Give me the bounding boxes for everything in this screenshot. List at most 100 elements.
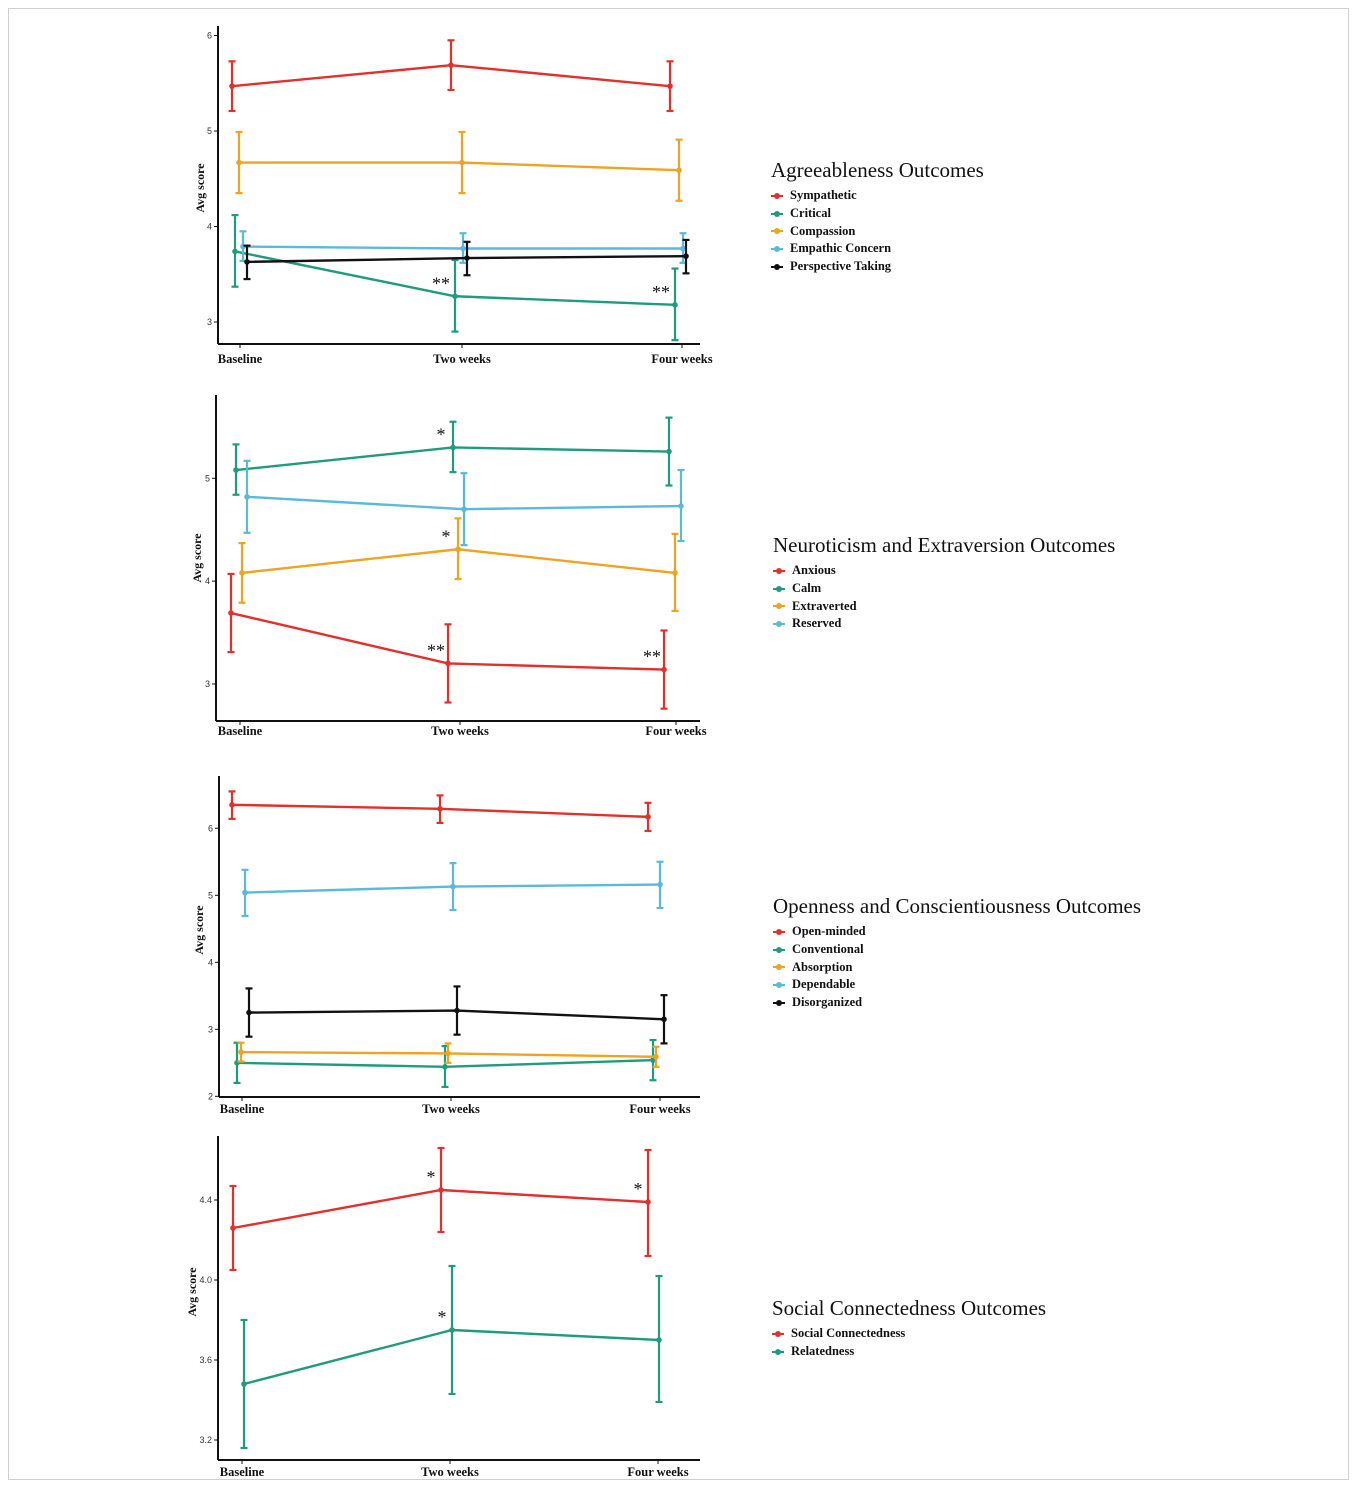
legend-label: Extraverted: [792, 598, 857, 613]
legend-title: Social Connectedness Outcomes: [772, 1296, 1047, 1320]
data-point: [454, 1007, 460, 1014]
data-point: [449, 1327, 455, 1333]
y-tick-label: 3: [205, 679, 210, 689]
legend-label: Open-minded: [792, 924, 866, 939]
legend-label: Reserved: [792, 616, 842, 631]
chart-panel-agreeableness: 3 4 5 6 Baseline Two weeks Four weeks Avg score…: [0, 0, 1357, 372]
data-point: [236, 159, 242, 166]
legend-key-dot: [776, 585, 782, 592]
chart-agreeableness: 3 4 5 6 Baseline Two weeks Four weeks Avg score…: [193, 26, 713, 366]
legend-item-reserved: Reserved: [773, 615, 1115, 633]
data-point: [645, 1199, 651, 1205]
data-point: [680, 245, 686, 252]
legend-key: [771, 226, 783, 236]
series-social-connectedness: **: [229, 1146, 652, 1272]
legend-label: Anxious: [792, 563, 836, 578]
data-point: [450, 883, 456, 890]
data-point: [238, 1049, 244, 1055]
x-tick-label: Baseline: [218, 352, 263, 366]
y-tick-label: 6: [208, 823, 213, 833]
series-perspective-taking: [243, 238, 690, 281]
x-tick-label: Two weeks: [422, 1102, 480, 1116]
data-point: [445, 660, 451, 667]
x-tick-label: Four weeks: [627, 1465, 688, 1479]
legend-item-anxious: Anxious: [773, 562, 1115, 580]
legend-openness-conscientiousness: Openness and Conscientiousness Outcomes …: [773, 894, 1141, 1011]
x-tick-label: Baseline: [218, 724, 263, 738]
x-tick-label: Baseline: [220, 1465, 265, 1479]
data-point: [656, 1337, 662, 1343]
legend-item-open-minded: Open-minded: [773, 923, 1141, 941]
legend-key: [773, 998, 785, 1008]
data-point: [229, 802, 235, 808]
series-anxious: ** **: [227, 572, 668, 710]
legend-item-conventional: Conventional: [773, 941, 1141, 959]
data-point: [242, 889, 248, 896]
series-line: [239, 161, 680, 172]
legend-item-social-connectedness: Social Connectedness: [772, 1325, 1046, 1343]
series-absorption: [237, 1041, 660, 1068]
data-point: [645, 814, 651, 820]
data-point: [667, 83, 673, 89]
legend-key-dot: [774, 210, 780, 217]
legend-agreeableness: Agreeableness Outcomes Sympathetic Critic…: [771, 158, 984, 275]
legend-item-calm: Calm: [773, 580, 1115, 598]
x-tick-label: Baseline: [220, 1102, 265, 1116]
legend-label: Disorganized: [792, 995, 863, 1010]
legend-item-empathic-concern: Empathic Concern: [771, 240, 984, 258]
legend-title: Agreeableness Outcomes: [771, 158, 984, 182]
y-axis-label: Avg score: [192, 905, 206, 955]
data-point: [661, 1016, 667, 1023]
data-point: [239, 570, 245, 576]
legend-key: [771, 262, 783, 272]
y-tick-label: 2: [208, 1091, 213, 1101]
y-tick-label: 5: [205, 473, 210, 483]
y-tick-label: 4.0: [199, 1275, 212, 1285]
series-calm: *: [232, 416, 673, 496]
series-relatedness: *: [240, 1264, 663, 1450]
data-point: [678, 503, 684, 509]
legend-label: Calm: [792, 581, 822, 596]
data-point: [438, 1187, 444, 1193]
significance-marker: **: [652, 282, 670, 302]
significance-marker: **: [643, 647, 661, 667]
data-point: [230, 1225, 236, 1231]
y-tick-label: 6: [207, 31, 212, 41]
legend-key: [773, 566, 785, 576]
legend-label: Compassion: [790, 223, 856, 238]
significance-marker: *: [427, 1167, 436, 1187]
chart-panel-neuroticism-extraversion: 3 4 5 Baseline Two weeks Four weeks Avg score *…: [0, 372, 1357, 746]
data-point: [246, 1009, 252, 1016]
y-tick-label: 4.4: [199, 1195, 212, 1205]
legend-key-dot: [774, 263, 780, 270]
data-point: [437, 806, 443, 812]
y-tick-label: 5: [207, 126, 212, 136]
data-point: [229, 83, 235, 89]
data-point: [657, 881, 663, 888]
legend-key-dot: [776, 620, 782, 627]
legend-key-dot: [776, 603, 782, 610]
series-empathic-concern: [239, 230, 687, 264]
y-tick-label: 3: [208, 1024, 213, 1034]
chart-neuroticism-extraversion: 3 4 5 Baseline Two weeks Four weeks Avg score *…: [190, 395, 707, 738]
chart-panel-social-connectedness: 3.2 3.6 4.0 4.4 Baseline Two weeks Four weeks A…: [0, 1120, 1357, 1488]
legend-label: Conventional: [792, 942, 864, 957]
y-tick-label: 5: [208, 890, 213, 900]
legend-items: Sympathetic Critical Compassion Empathic Co…: [771, 187, 984, 275]
legend-label: Empathic Concern: [790, 241, 892, 256]
chart-social-connectedness: 3.2 3.6 4.0 4.4 Baseline Two weeks Four weeks A…: [185, 1136, 700, 1479]
legend-key: [771, 209, 783, 219]
x-tick-label: Two weeks: [431, 724, 489, 738]
legend-key: [773, 619, 785, 629]
y-tick-label: 3.6: [199, 1355, 212, 1365]
legend-key: [773, 601, 785, 611]
data-point: [455, 546, 461, 553]
data-point: [666, 448, 672, 455]
significance-marker: *: [634, 1179, 643, 1199]
data-point: [228, 610, 234, 616]
legend-item-perspective-taking: Perspective Taking: [771, 258, 984, 276]
series-open-minded: [228, 790, 652, 833]
data-point: [244, 259, 250, 265]
significance-marker: *: [442, 526, 451, 546]
legend-label: Social Connectedness: [791, 1326, 906, 1341]
